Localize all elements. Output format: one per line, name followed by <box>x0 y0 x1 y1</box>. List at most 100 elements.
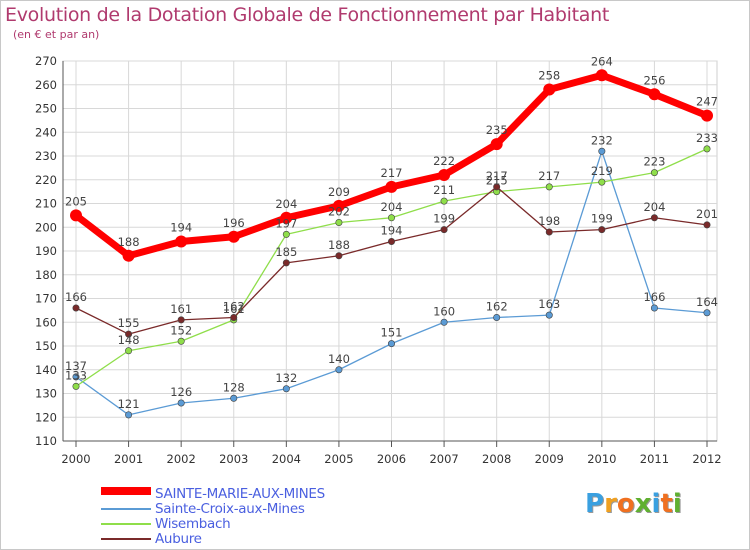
data-label: 166 <box>65 290 87 304</box>
data-point <box>282 385 290 393</box>
data-point <box>440 226 448 234</box>
data-label: 155 <box>118 316 140 330</box>
y-tick-label: 270 <box>35 54 57 68</box>
legend-label: SAINTE-MARIE-AUX-MINES <box>155 486 325 502</box>
data-point <box>545 183 553 191</box>
data-label: 162 <box>486 300 508 314</box>
data-point <box>598 178 606 186</box>
x-tick-label: 2007 <box>429 452 458 466</box>
data-point <box>175 235 188 248</box>
data-point <box>332 199 345 212</box>
data-point <box>387 214 395 222</box>
data-point <box>227 230 240 243</box>
data-label: 217 <box>538 169 560 183</box>
data-label: 209 <box>328 185 350 199</box>
data-labels: 137 121 126 128 132 140 151 160 162 163 232 166 164 1… <box>65 54 718 411</box>
data-label: 222 <box>433 154 455 168</box>
data-label: 199 <box>433 212 455 226</box>
y-tick-label: 170 <box>35 292 57 306</box>
data-point <box>125 330 133 338</box>
x-tick-label: 2008 <box>482 452 511 466</box>
y-tick-label: 240 <box>35 125 57 139</box>
data-label: 201 <box>696 207 718 221</box>
data-point <box>598 226 606 234</box>
data-label: 199 <box>591 212 613 226</box>
data-label: 204 <box>643 200 665 214</box>
data-label: 148 <box>118 333 140 347</box>
y-tick-label: 230 <box>35 149 57 163</box>
data-label: 162 <box>223 300 245 314</box>
data-point <box>230 313 238 321</box>
data-label: 194 <box>170 221 192 235</box>
y-tick-label: 220 <box>35 173 57 187</box>
data-point <box>70 209 82 222</box>
data-label: 197 <box>275 216 297 230</box>
data-label: 194 <box>381 224 403 238</box>
data-label: 152 <box>170 323 192 337</box>
data-point <box>650 214 658 222</box>
legend-swatch <box>101 523 151 525</box>
x-tick-label: 2009 <box>535 452 564 466</box>
data-point <box>545 311 553 319</box>
data-point <box>595 69 608 82</box>
data-label: 204 <box>381 200 403 214</box>
data-label: 133 <box>65 368 87 382</box>
data-point <box>177 316 185 324</box>
legend-label: Aubure <box>155 531 202 547</box>
data-label: 205 <box>65 194 87 208</box>
data-label: 258 <box>538 69 560 83</box>
data-point <box>440 197 448 205</box>
data-label: 128 <box>223 380 245 394</box>
data-point <box>72 304 80 312</box>
data-label: 161 <box>170 302 192 316</box>
data-label: 121 <box>118 397 140 411</box>
data-point <box>493 313 501 321</box>
data-point <box>335 366 343 374</box>
data-point <box>280 211 293 224</box>
series-lines <box>70 69 713 419</box>
y-tick-label: 160 <box>35 315 57 329</box>
data-point <box>335 219 343 227</box>
logo-letter: r <box>604 489 617 519</box>
logo-letter: P <box>585 489 605 519</box>
y-tick-label: 130 <box>35 387 57 401</box>
data-label: 233 <box>696 131 718 145</box>
data-point <box>387 340 395 348</box>
data-point <box>125 411 133 419</box>
y-tick-label: 180 <box>35 268 57 282</box>
logo-letter: i <box>672 489 682 519</box>
data-point <box>703 309 711 317</box>
data-label: 217 <box>381 166 403 180</box>
data-label: 202 <box>328 205 350 219</box>
data-label: 211 <box>433 183 455 197</box>
data-label: 166 <box>643 290 665 304</box>
chart-subtitle: (en € et par an) <box>13 28 100 41</box>
y-tick-label: 210 <box>35 197 57 211</box>
data-point <box>387 238 395 246</box>
proxiti-logo: Proxiti <box>585 489 682 519</box>
data-point <box>438 169 451 181</box>
data-point <box>648 88 661 101</box>
data-point <box>493 183 501 191</box>
data-point <box>701 109 713 122</box>
y-tick-label: 250 <box>35 102 57 116</box>
data-point <box>545 228 553 236</box>
y-tick-label: 190 <box>35 244 57 258</box>
x-tick-label: 2004 <box>272 452 301 466</box>
x-tick-label: 2002 <box>167 452 196 466</box>
legend-label: Sainte-Croix-aux-Mines <box>155 501 305 517</box>
data-label: 185 <box>275 245 297 259</box>
data-label: 140 <box>328 352 350 366</box>
data-label: 151 <box>381 326 403 340</box>
y-tick-label: 150 <box>35 339 57 353</box>
x-tick-label: 2011 <box>640 452 669 466</box>
chart-title: Evolution de la Dotation Globale de Fonc… <box>5 4 610 26</box>
data-point <box>72 382 80 390</box>
data-label: 161 <box>223 302 245 316</box>
data-point <box>703 145 711 153</box>
y-tick-label: 110 <box>35 434 57 448</box>
x-tick-label: 2006 <box>377 452 406 466</box>
data-point <box>282 230 290 238</box>
axes: 110 120 130 140 150 160 170 180 190 200 210 220 230 2… <box>35 54 722 466</box>
